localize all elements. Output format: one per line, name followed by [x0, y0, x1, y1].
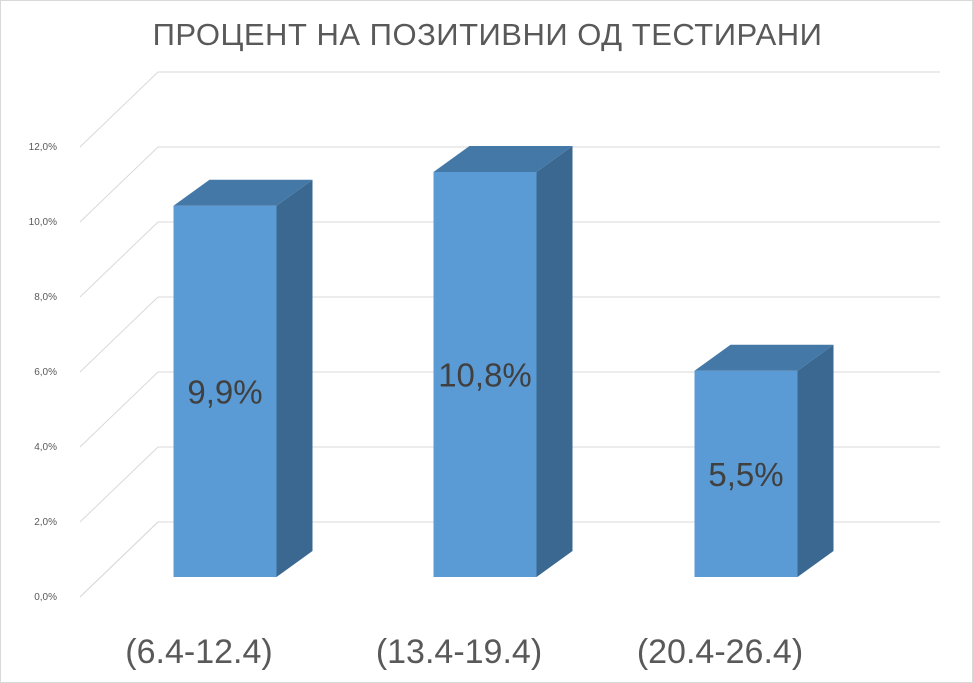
bar-front [433, 172, 537, 577]
category-label: (13.4-19.4) [376, 633, 542, 671]
gridline-diagonal [79, 371, 159, 448]
y-tick-label: 12,0% [29, 142, 57, 153]
category-label: (20.4-26.4) [637, 633, 803, 671]
bar-top [433, 146, 573, 172]
y-tick-label: 4,0% [34, 442, 57, 453]
y-tick-label: 0,0% [34, 592, 57, 603]
gridline-diagonal [79, 71, 159, 148]
y-tick-label: 2,0% [34, 517, 57, 528]
category-label: (6.4-12.4) [125, 633, 272, 671]
bar-top [694, 344, 834, 371]
bar-side [797, 344, 834, 577]
bar-front [173, 205, 277, 577]
gridline-diagonal [79, 446, 159, 523]
bar-side [536, 146, 573, 577]
gridline-diagonal [79, 296, 159, 373]
data-label: 10,8% [438, 357, 532, 394]
y-tick-label: 8,0% [34, 292, 57, 303]
data-label: 9,9% [187, 373, 262, 410]
floor-edge [79, 521, 159, 598]
bar-side [276, 179, 313, 577]
bar-top [173, 179, 313, 206]
gridline-diagonal [79, 146, 159, 223]
chart-title: ПРОЦЕНТ НА ПОЗИТИВНИ ОД ТЕСТИРАНИ [152, 17, 823, 52]
gridline-diagonal [79, 221, 159, 298]
data-label: 5,5% [708, 456, 783, 493]
y-tick-label: 6,0% [34, 367, 57, 378]
bar-front [694, 370, 798, 577]
y-tick-label: 10,0% [29, 217, 57, 228]
